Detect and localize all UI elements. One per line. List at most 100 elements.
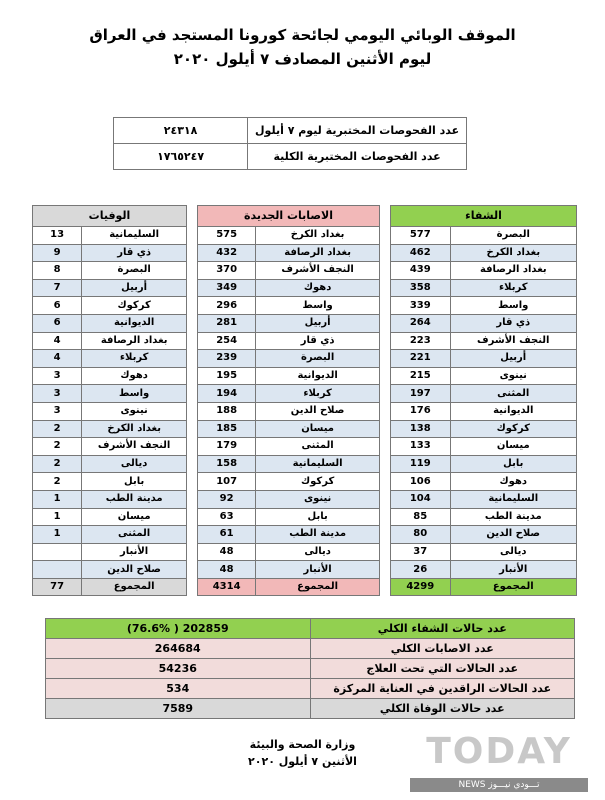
province-name: البصرة — [255, 349, 380, 368]
count-value: 179 — [196, 437, 257, 456]
count-value: 577 — [390, 226, 451, 245]
province-name: الأنبار — [255, 560, 380, 579]
summary-label: عدد حالات الشفاء الكلي — [309, 618, 575, 639]
report-date: ليوم الأثنين المصادف ٧ أيلول ٢٠٢٠ — [173, 50, 432, 68]
tests-total-label: عدد الفحوصات المختبرية الكلية — [247, 143, 467, 170]
summary-label: عدد حالات الوفاة الكلي — [309, 698, 575, 719]
table-row: الأنبار — [31, 542, 187, 562]
deaths-header-row: الوفيات — [32, 205, 187, 227]
summary-table: عدد حالات الشفاء الكلي (76.6% ) 202859 عدد… — [45, 618, 575, 719]
count-value: 2 — [31, 437, 83, 456]
table-row: مدينة الطب 85 — [390, 507, 578, 527]
count-value: 281 — [196, 313, 257, 333]
table-row: الديوانية 176 — [390, 401, 578, 421]
province-name: نينوى — [81, 401, 187, 421]
table-row: واسط 296 — [196, 296, 380, 315]
table-row: بغداد الكرخ 462 — [390, 243, 578, 263]
count-value: 4 — [31, 331, 83, 351]
table-row: بغداد الرصافة 432 — [196, 243, 380, 263]
table-row: الأنبار 26 — [390, 560, 578, 579]
table-row: ديالى 48 — [196, 542, 380, 562]
province-name: ميسان — [255, 419, 380, 439]
province-name: السليمانية — [255, 454, 380, 474]
table-row: أربيل 7 — [31, 278, 187, 298]
table-row: ذي قار 254 — [196, 331, 380, 351]
province-name: أربيل — [81, 278, 187, 298]
table-row: ديالى 2 — [31, 454, 187, 474]
count-value: 194 — [196, 384, 257, 403]
tests-today-label: عدد الفحوصات المختبرية ليوم ٧ أيلول — [247, 117, 467, 144]
count-value: 1 — [31, 525, 83, 544]
table-row: المثنى 197 — [390, 384, 578, 403]
count-value: 185 — [196, 419, 257, 439]
province-name: ديالى — [255, 542, 380, 562]
province-name: كربلاء — [81, 349, 187, 368]
table-row: كركوك 107 — [196, 472, 380, 491]
table-row: ميسان 133 — [390, 437, 578, 456]
table-row: النجف الأشرف 370 — [196, 261, 380, 280]
province-name: واسط — [449, 296, 578, 315]
count-value: 370 — [196, 261, 257, 280]
report-title: الموقف الوبائي اليومي لجائحة كورونا المس… — [89, 26, 516, 44]
table-row: الديوانية 6 — [31, 313, 187, 333]
count-value — [31, 542, 83, 562]
province-name: بغداد الكرخ — [81, 419, 187, 439]
count-value: 48 — [196, 560, 257, 579]
province-name: دهوك — [449, 472, 578, 491]
summary-row: عدد الحالات التي تحت العلاج 54236 — [45, 658, 575, 679]
table-row: بابل 119 — [390, 454, 578, 474]
table-row: البصرة 8 — [31, 261, 187, 280]
province-name: بابل — [449, 454, 578, 474]
table-row: نينوى 3 — [31, 401, 187, 421]
table-row: السليمانية 158 — [196, 454, 380, 474]
recovered-header-row: الشفاء — [390, 205, 577, 227]
province-name: السليمانية — [449, 489, 578, 509]
province-name: أربيل — [255, 313, 380, 333]
table-row: البصرة 239 — [196, 349, 380, 368]
count-value: 104 — [390, 489, 451, 509]
table-row: كركوك 138 — [390, 419, 578, 439]
recovered-title: الشفاء — [390, 205, 577, 227]
count-value: 264 — [390, 313, 451, 333]
count-value: 61 — [196, 525, 257, 544]
deaths-total-row: المجموع 77 — [31, 577, 187, 597]
province-name: مدينة الطب — [81, 489, 187, 509]
summary-value: 534 — [45, 678, 311, 699]
count-value: 176 — [390, 401, 451, 421]
count-value: 1 — [31, 489, 83, 509]
count-value: 432 — [196, 243, 257, 263]
province-name: النجف الأشرف — [449, 331, 578, 351]
province-name: كركوك — [81, 296, 187, 315]
province-name: ديالى — [81, 454, 187, 474]
table-row: صلاح الدين — [31, 560, 187, 579]
province-name: واسط — [81, 384, 187, 403]
tests-table: عدد الفحوصات المختبرية ليوم ٧ أيلول ٢٤٣١٨… — [112, 117, 467, 170]
table-row: بابل 2 — [31, 472, 187, 491]
total-value: 4314 — [196, 577, 257, 597]
summary-value: 54236 — [45, 658, 311, 679]
cases-header-row: الاصابات الجديدة — [197, 205, 380, 227]
province-name: السليمانية — [81, 226, 187, 245]
province-name: بغداد الكرخ — [449, 243, 578, 263]
province-name: كربلاء — [255, 384, 380, 403]
table-row: أربيل 281 — [196, 313, 380, 333]
table-row: ذي قار 264 — [390, 313, 578, 333]
table-row: النجف الأشرف 223 — [390, 331, 578, 351]
table-row: بغداد الكرخ 575 — [196, 226, 380, 245]
count-value: 138 — [390, 419, 451, 439]
count-value: 349 — [196, 278, 257, 298]
count-value: 106 — [390, 472, 451, 491]
table-row: واسط 3 — [31, 384, 187, 403]
province-name: مدينة الطب — [449, 507, 578, 527]
deaths-table: الوفيات السليمانية 13 ذي قار 9 البصرة 8 أربيل 7 ك… — [31, 205, 187, 597]
province-name: بغداد الكرخ — [255, 226, 380, 245]
summary-row: عدد الحالات الراقدين في العناية المركزة 5… — [45, 678, 575, 699]
province-name: النجف الأشرف — [81, 437, 187, 456]
count-value: 3 — [31, 401, 83, 421]
count-value: 462 — [390, 243, 451, 263]
province-name: صلاح الدين — [255, 401, 380, 421]
count-value: 575 — [196, 226, 257, 245]
count-value: 2 — [31, 419, 83, 439]
province-name: نينوى — [449, 366, 578, 386]
province-name: المثنى — [255, 437, 380, 456]
